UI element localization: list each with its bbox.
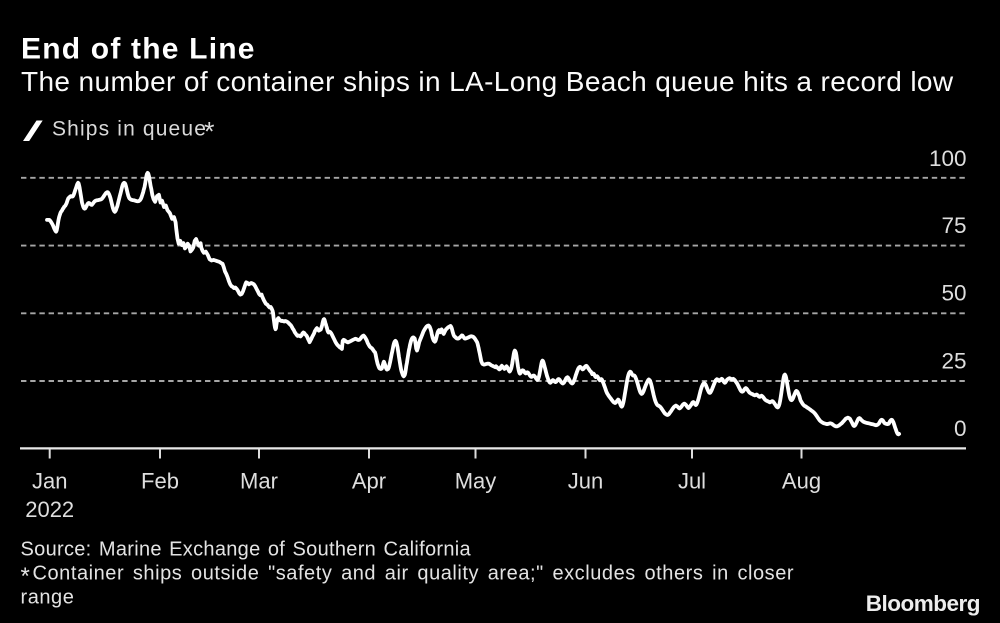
svg-text:*: * bbox=[204, 117, 215, 147]
svg-text:25: 25 bbox=[941, 349, 966, 374]
svg-text:Jul: Jul bbox=[678, 469, 706, 494]
svg-text:*: * bbox=[21, 563, 30, 590]
svg-text:Apr: Apr bbox=[352, 469, 386, 494]
svg-text:Container ships outside "safet: Container ships outside "safety and air … bbox=[33, 563, 795, 585]
svg-text:50: 50 bbox=[941, 281, 966, 306]
svg-text:Jun: Jun bbox=[568, 469, 603, 494]
svg-text:100: 100 bbox=[929, 146, 967, 171]
svg-text:May: May bbox=[455, 469, 497, 494]
svg-text:Feb: Feb bbox=[141, 469, 179, 494]
svg-text:End of the Line: End of the Line bbox=[21, 33, 256, 66]
svg-text:Jan: Jan bbox=[32, 469, 67, 494]
svg-text:Ships in queue: Ships in queue bbox=[52, 118, 207, 141]
svg-text:Mar: Mar bbox=[240, 469, 278, 494]
svg-text:0: 0 bbox=[954, 416, 967, 441]
svg-text:Source: Marine Exchange of Sou: Source: Marine Exchange of Southern Cali… bbox=[21, 539, 472, 561]
svg-text:The number of container ships: The number of container ships in LA-Long… bbox=[21, 66, 954, 97]
svg-text:2022: 2022 bbox=[25, 497, 74, 522]
svg-text:Bloomberg: Bloomberg bbox=[866, 591, 980, 616]
svg-text:Aug: Aug bbox=[782, 469, 821, 494]
svg-text:range: range bbox=[21, 587, 75, 609]
svg-text:75: 75 bbox=[941, 213, 966, 238]
